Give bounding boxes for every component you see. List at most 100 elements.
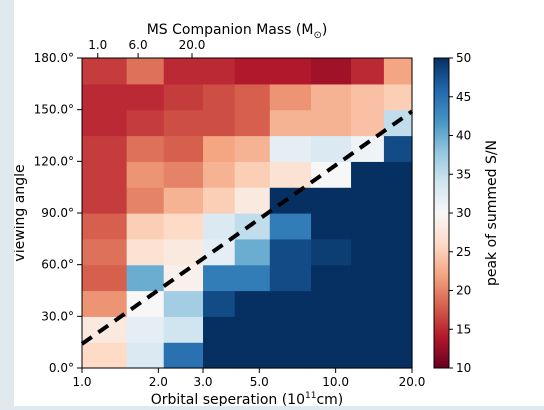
heatmap-cell	[383, 264, 413, 292]
heatmap-cell	[311, 213, 352, 240]
heatmap-cell	[234, 316, 271, 343]
heatmap-cell	[82, 290, 128, 317]
heatmap-cell	[234, 135, 271, 162]
heatmap-chart: 1.0 2.0 3.0 5.0 10.0 20.0 Orbital seperation (…	[12, 22, 500, 408]
heatmap-cell	[383, 161, 413, 188]
heatmap-cell	[163, 290, 204, 317]
heatmap-cell	[203, 58, 236, 85]
heatmap-cell	[311, 342, 352, 369]
heatmap-cell	[269, 316, 312, 343]
y-tick-label: 60.0°	[41, 258, 74, 272]
heatmap-cell	[203, 290, 236, 317]
heatmap-cell	[82, 109, 128, 137]
heatmap-cell	[269, 161, 312, 188]
x-tick-label: 2.0	[149, 375, 168, 389]
heatmap-cell	[126, 187, 165, 214]
y-tick-label: 30.0°	[41, 309, 74, 323]
y-tick-label: 180.0°	[34, 51, 74, 65]
heatmap-cell	[351, 187, 385, 214]
heatmap-cell	[269, 83, 312, 111]
heatmap-cell	[163, 342, 204, 369]
heatmap-cell	[126, 290, 165, 317]
colorbar-tick-label: 10	[456, 361, 471, 375]
top-tick-label: 20.0	[179, 38, 206, 52]
heatmap-cell	[311, 264, 352, 292]
heatmap-cell	[126, 161, 165, 188]
heatmap-cell	[163, 161, 204, 188]
heatmap-cell	[126, 342, 165, 369]
top-tick-label: 6.0	[129, 38, 148, 52]
x-axis-label: Orbital seperation (1011cm)	[151, 391, 344, 406]
top-tick-label: 1.0	[88, 38, 107, 52]
heatmap-cell	[383, 83, 413, 111]
heatmap-cell	[126, 316, 165, 343]
heatmap-cell	[234, 187, 271, 214]
colorbar-tick-label: 50	[456, 51, 471, 65]
heatmap-cell	[311, 58, 352, 85]
x-tick-label: 20.0	[399, 375, 426, 389]
heatmap-cell	[203, 109, 236, 137]
colorbar-tick-label: 40	[456, 129, 471, 143]
heatmap-cell	[234, 238, 271, 266]
heatmap-cell	[234, 109, 271, 137]
y-tick-label: 120.0°	[34, 154, 74, 168]
colorbar-tick-label: 25	[456, 245, 471, 259]
x-tick-label: 3.0	[193, 375, 212, 389]
heatmap-cell	[126, 213, 165, 240]
heatmap-cell	[351, 316, 385, 343]
heatmap-cell	[311, 83, 352, 111]
heatmap-cell	[203, 213, 236, 240]
heatmap-cell	[82, 238, 128, 266]
x-tick-label: 10.0	[322, 375, 349, 389]
heatmap-cell	[311, 238, 352, 266]
colorbar	[433, 57, 450, 369]
heatmap-cell	[351, 83, 385, 111]
heatmap-cell	[126, 264, 165, 292]
dashed-boundary-line	[80, 109, 414, 346]
y-tick-label: 150.0°	[34, 103, 74, 117]
heatmap-cell	[234, 161, 271, 188]
heatmap-cell	[234, 342, 271, 369]
heatmap-cell	[383, 187, 413, 214]
heatmap-cell	[203, 83, 236, 111]
heatmap-cell	[203, 135, 236, 162]
heatmap-cell	[82, 342, 128, 369]
heatmap-cell	[269, 342, 312, 369]
heatmap-cell	[269, 213, 312, 240]
heatmap-cell	[163, 109, 204, 137]
heatmap-cell	[203, 161, 236, 188]
heatmap-cell	[163, 187, 204, 214]
heatmap-cell	[203, 342, 236, 369]
heatmap-cell	[126, 83, 165, 111]
heatmap-cell	[203, 264, 236, 292]
heatmap-cell	[163, 58, 204, 85]
heatmap-cell	[351, 342, 385, 369]
heatmap-cell	[269, 290, 312, 317]
heatmap-cell	[269, 264, 312, 292]
heatmap-cell	[351, 161, 385, 188]
chart-figure: 1.0 2.0 3.0 5.0 10.0 20.0 Orbital seperation (…	[12, 0, 544, 408]
heatmap-cell	[351, 264, 385, 292]
y-tick-label: 90.0°	[41, 206, 74, 220]
colorbar-tick-label: 35	[456, 167, 471, 181]
colorbar-tick-label: 15	[456, 322, 471, 336]
heatmap-cell	[234, 83, 271, 111]
heatmap-cell	[203, 238, 236, 266]
heatmap-cell	[311, 187, 352, 214]
heatmap-cell	[269, 58, 312, 85]
heatmap-cell	[163, 316, 204, 343]
heatmap-cell	[383, 290, 413, 317]
colorbar-tick-label: 45	[456, 90, 471, 104]
heatmap-cell	[203, 316, 236, 343]
heatmap-cell	[126, 238, 165, 266]
x-tick-label: 1.0	[72, 375, 91, 389]
heatmap-cell	[311, 161, 352, 188]
heatmap-cell	[351, 290, 385, 317]
heatmap-cell	[234, 58, 271, 85]
heatmap-cell	[126, 135, 165, 162]
heatmap-cell	[163, 135, 204, 162]
heatmap-cell	[351, 109, 385, 137]
colorbar-tick-label: 30	[456, 206, 471, 220]
heatmap-cell	[269, 187, 312, 214]
heatmap-cell	[351, 238, 385, 266]
